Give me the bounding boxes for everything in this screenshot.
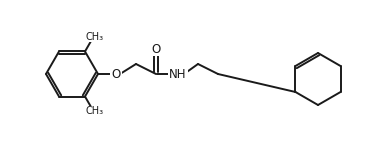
Text: CH₃: CH₃ <box>86 32 104 42</box>
Text: CH₃: CH₃ <box>86 106 104 116</box>
Text: O: O <box>112 67 121 81</box>
Text: NH: NH <box>169 67 187 81</box>
Text: O: O <box>151 42 161 56</box>
